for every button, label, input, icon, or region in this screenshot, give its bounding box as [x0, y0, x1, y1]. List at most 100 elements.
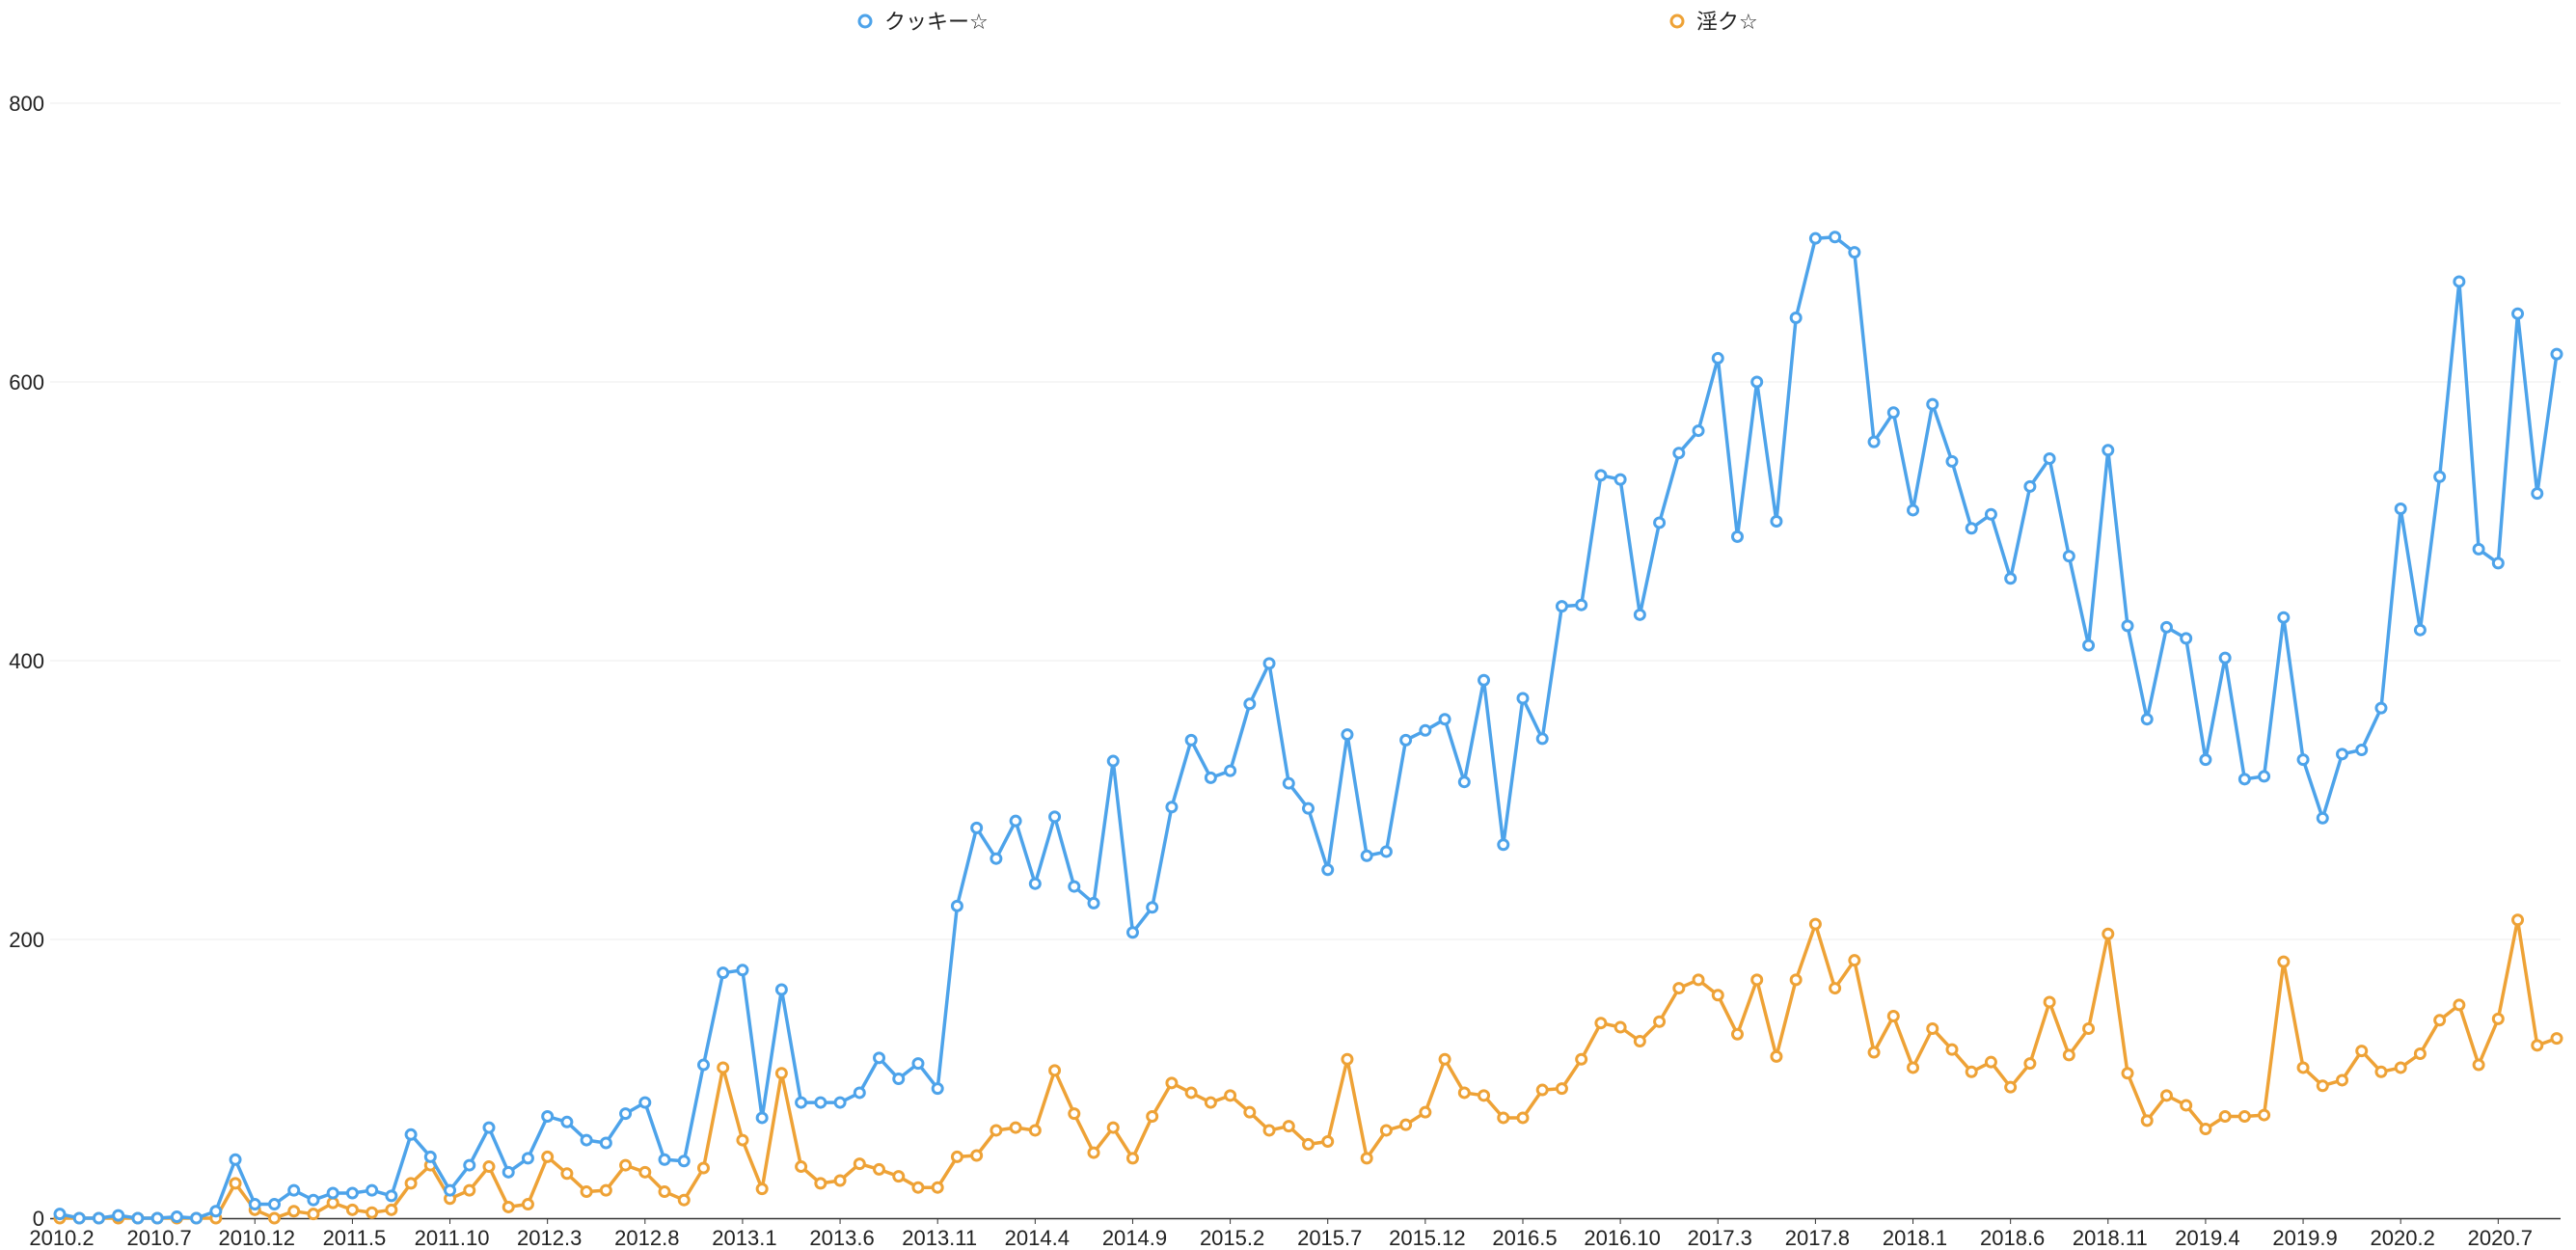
- data-point[interactable]: [1457, 775, 1471, 789]
- data-point[interactable]: [931, 1181, 944, 1194]
- data-point[interactable]: [2511, 307, 2525, 320]
- data-point[interactable]: [2296, 1061, 2310, 1074]
- data-point[interactable]: [814, 1096, 827, 1109]
- data-point[interactable]: [482, 1160, 496, 1174]
- data-point[interactable]: [345, 1186, 359, 1200]
- data-point[interactable]: [2101, 927, 2115, 940]
- data-point[interactable]: [1165, 801, 1179, 814]
- data-point[interactable]: [1613, 473, 1627, 486]
- data-point[interactable]: [833, 1174, 847, 1187]
- data-point[interactable]: [287, 1183, 301, 1197]
- data-point[interactable]: [1711, 989, 1724, 1002]
- data-point[interactable]: [717, 966, 730, 980]
- data-point[interactable]: [1555, 600, 1568, 613]
- data-point[interactable]: [580, 1185, 593, 1199]
- data-point[interactable]: [1379, 1124, 1393, 1137]
- data-point[interactable]: [1789, 973, 1803, 987]
- data-point[interactable]: [1028, 877, 1042, 890]
- data-point[interactable]: [990, 1124, 1003, 1137]
- data-point[interactable]: [366, 1206, 379, 1219]
- data-point[interactable]: [2394, 1061, 2407, 1074]
- data-point[interactable]: [1321, 863, 1335, 877]
- data-point[interactable]: [2374, 701, 2388, 715]
- data-point[interactable]: [2277, 611, 2291, 624]
- data-point[interactable]: [1478, 1089, 1491, 1102]
- data-point[interactable]: [1262, 657, 1276, 670]
- data-point[interactable]: [1204, 771, 1217, 784]
- data-point[interactable]: [619, 1107, 633, 1121]
- legend-item-series-2[interactable]: 淫ク☆: [1669, 10, 1758, 34]
- data-point[interactable]: [2218, 1110, 2232, 1124]
- data-point[interactable]: [1867, 435, 1881, 448]
- data-point[interactable]: [658, 1153, 671, 1166]
- data-point[interactable]: [1770, 515, 1783, 528]
- data-point[interactable]: [1068, 880, 1081, 893]
- data-point[interactable]: [345, 1203, 359, 1216]
- legend-item-series-1[interactable]: クッキー☆: [857, 10, 989, 34]
- data-point[interactable]: [463, 1183, 476, 1197]
- data-point[interactable]: [599, 1136, 612, 1150]
- data-point[interactable]: [1302, 1137, 1315, 1151]
- data-point[interactable]: [1341, 728, 1354, 742]
- data-point[interactable]: [2550, 347, 2563, 361]
- data-point[interactable]: [2316, 1079, 2329, 1093]
- data-point[interactable]: [1808, 917, 1822, 931]
- data-point[interactable]: [2491, 1012, 2505, 1025]
- data-point[interactable]: [53, 1208, 67, 1221]
- data-point[interactable]: [2453, 998, 2466, 1012]
- data-point[interactable]: [1457, 1086, 1471, 1100]
- data-point[interactable]: [2277, 955, 2291, 968]
- data-point[interactable]: [1848, 954, 1861, 967]
- data-point[interactable]: [2531, 1039, 2544, 1052]
- data-point[interactable]: [677, 1155, 691, 1168]
- data-point[interactable]: [2062, 550, 2075, 563]
- data-point[interactable]: [1125, 926, 1139, 939]
- data-point[interactable]: [1516, 692, 1530, 705]
- data-point[interactable]: [970, 821, 984, 834]
- data-point[interactable]: [1009, 1121, 1022, 1134]
- data-point[interactable]: [307, 1208, 320, 1221]
- data-point[interactable]: [2121, 619, 2134, 633]
- data-point[interactable]: [248, 1198, 261, 1211]
- data-point[interactable]: [1808, 231, 1822, 245]
- data-point[interactable]: [2237, 1110, 2251, 1124]
- data-point[interactable]: [990, 852, 1003, 865]
- data-point[interactable]: [150, 1211, 164, 1225]
- data-point[interactable]: [950, 899, 963, 912]
- data-point[interactable]: [1224, 1089, 1237, 1102]
- data-point[interactable]: [1848, 246, 1861, 259]
- data-point[interactable]: [1672, 982, 1686, 995]
- data-point[interactable]: [1282, 1120, 1295, 1133]
- data-point[interactable]: [1907, 1061, 1920, 1074]
- data-point[interactable]: [2258, 1108, 2271, 1122]
- data-point[interactable]: [2258, 770, 2271, 783]
- data-point[interactable]: [1068, 1107, 1081, 1121]
- data-point[interactable]: [619, 1158, 633, 1172]
- data-point[interactable]: [287, 1205, 301, 1218]
- data-point[interactable]: [423, 1150, 437, 1163]
- data-point[interactable]: [1048, 810, 1062, 824]
- data-point[interactable]: [2004, 572, 2018, 585]
- data-point[interactable]: [1302, 802, 1315, 815]
- data-point[interactable]: [658, 1185, 671, 1199]
- data-point[interactable]: [1204, 1096, 1217, 1109]
- data-point[interactable]: [1165, 1076, 1179, 1090]
- data-point[interactable]: [1750, 973, 1764, 987]
- data-point[interactable]: [1575, 1052, 1588, 1066]
- data-point[interactable]: [1321, 1135, 1335, 1149]
- data-point[interactable]: [774, 1067, 788, 1080]
- data-point[interactable]: [1730, 1027, 1744, 1041]
- data-point[interactable]: [541, 1150, 555, 1163]
- data-point[interactable]: [1184, 733, 1198, 747]
- data-point[interactable]: [1243, 697, 1257, 711]
- data-point[interactable]: [2511, 913, 2525, 927]
- data-point[interactable]: [1965, 1065, 1978, 1078]
- data-point[interactable]: [755, 1182, 769, 1196]
- data-point[interactable]: [2062, 1048, 2075, 1062]
- data-point[interactable]: [521, 1152, 534, 1165]
- data-point[interactable]: [1867, 1046, 1881, 1059]
- data-point[interactable]: [2355, 1045, 2369, 1058]
- data-point[interactable]: [2159, 1089, 2173, 1102]
- data-point[interactable]: [502, 1165, 515, 1179]
- data-point[interactable]: [326, 1186, 339, 1200]
